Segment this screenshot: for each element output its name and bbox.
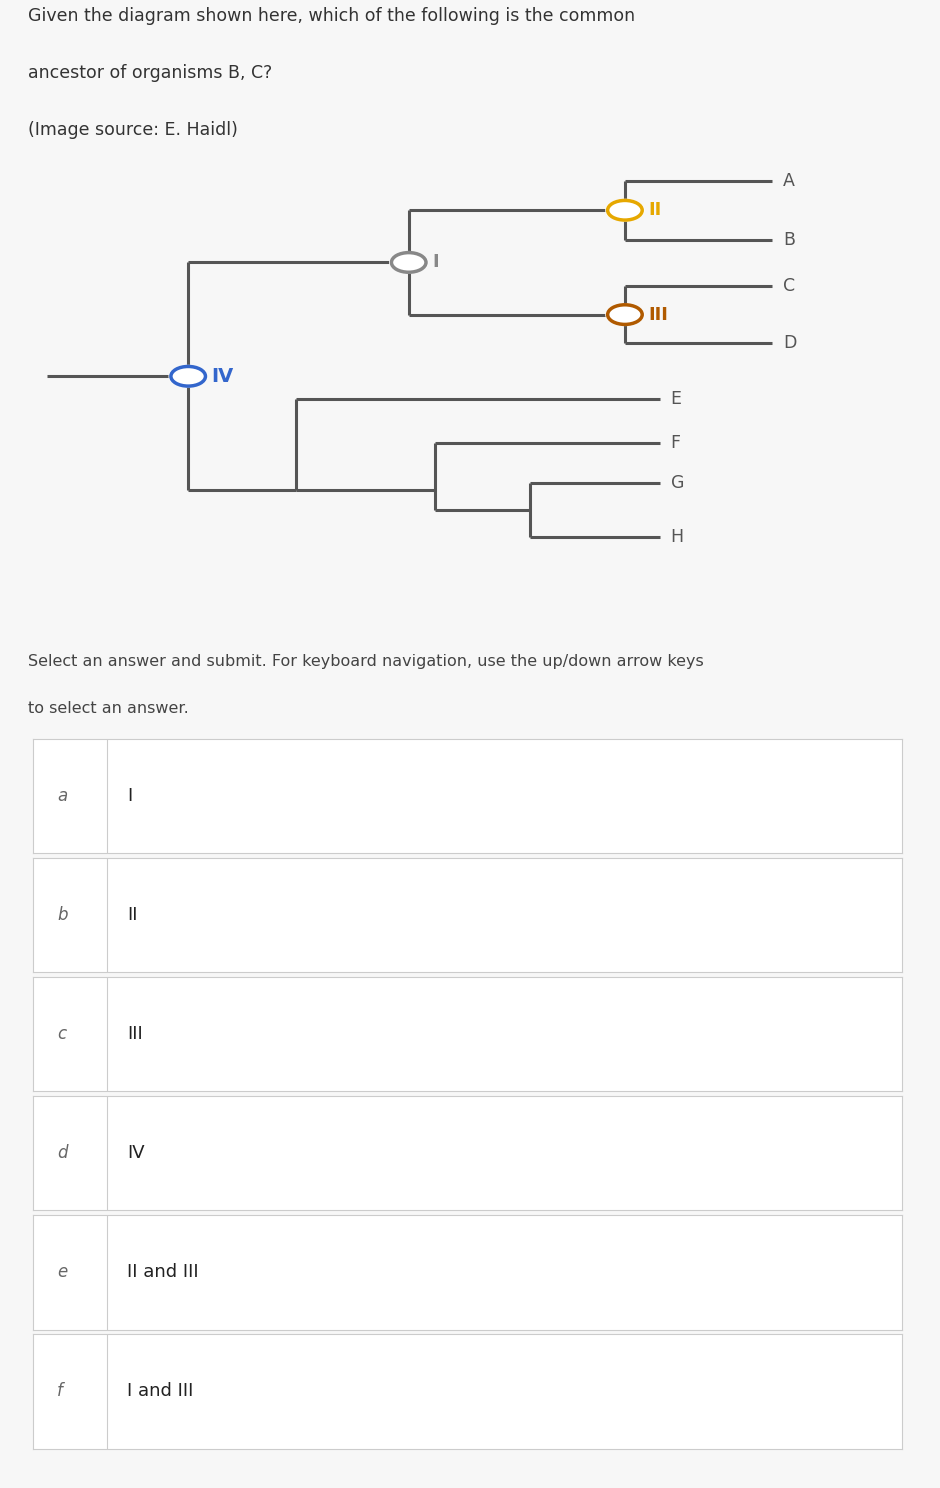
Text: B: B <box>783 231 795 248</box>
Text: b: b <box>57 906 68 924</box>
Text: D: D <box>783 333 796 351</box>
Text: C: C <box>783 277 795 295</box>
Text: Given the diagram shown here, which of the following is the common: Given the diagram shown here, which of t… <box>28 7 635 25</box>
Text: ancestor of organisms B, C?: ancestor of organisms B, C? <box>28 64 273 82</box>
Text: I: I <box>127 787 132 805</box>
Text: III: III <box>649 305 668 323</box>
Text: IV: IV <box>127 1144 145 1162</box>
Circle shape <box>169 366 207 387</box>
Circle shape <box>606 199 644 222</box>
Text: (Image source: E. Haidl): (Image source: E. Haidl) <box>28 121 238 138</box>
Text: I and III: I and III <box>127 1382 194 1400</box>
Text: e: e <box>57 1263 68 1281</box>
Circle shape <box>390 251 428 274</box>
Text: II: II <box>649 201 662 219</box>
Text: II: II <box>127 906 137 924</box>
Text: H: H <box>671 528 684 546</box>
Text: Select an answer and submit. For keyboard navigation, use the up/down arrow keys: Select an answer and submit. For keyboar… <box>28 655 704 670</box>
Text: III: III <box>127 1025 143 1043</box>
Circle shape <box>606 304 644 326</box>
Text: I: I <box>432 253 439 271</box>
Text: to select an answer.: to select an answer. <box>28 701 189 716</box>
Text: IV: IV <box>212 366 234 385</box>
Text: E: E <box>671 390 682 408</box>
Text: F: F <box>671 434 681 452</box>
Text: f: f <box>57 1382 63 1400</box>
Text: a: a <box>57 787 68 805</box>
Text: II and III: II and III <box>127 1263 198 1281</box>
Text: c: c <box>57 1025 67 1043</box>
Text: d: d <box>57 1144 68 1162</box>
Text: A: A <box>783 171 795 190</box>
Text: G: G <box>671 473 684 491</box>
